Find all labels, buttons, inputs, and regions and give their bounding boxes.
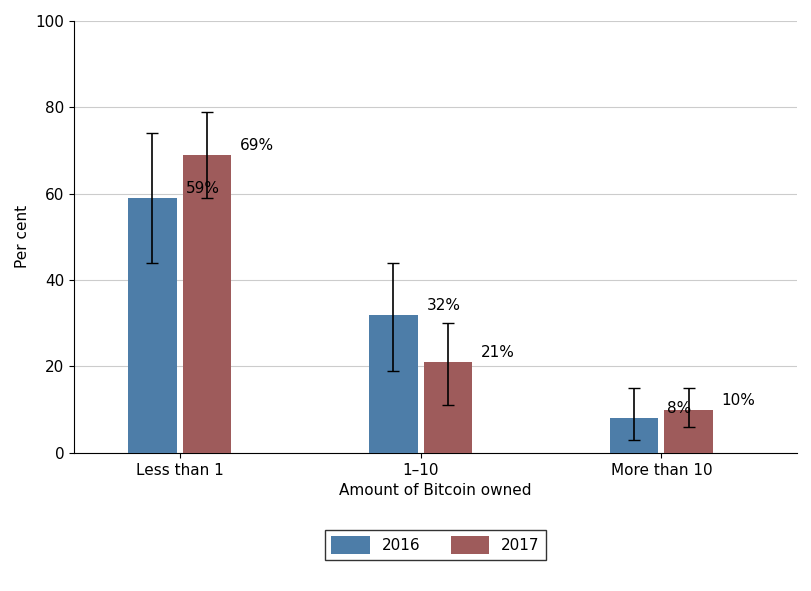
Bar	[663, 410, 712, 453]
Text: 8%: 8%	[667, 401, 691, 416]
Text: 69%: 69%	[239, 138, 273, 152]
Text: 32%: 32%	[426, 297, 460, 313]
Legend: 2016, 2017: 2016, 2017	[325, 530, 545, 560]
Bar	[423, 362, 471, 453]
Bar	[369, 314, 417, 453]
Bar	[182, 155, 230, 453]
Text: 59%: 59%	[186, 181, 219, 196]
Bar	[610, 418, 658, 453]
X-axis label: Amount of Bitcoin owned: Amount of Bitcoin owned	[339, 483, 531, 498]
Y-axis label: Per cent: Per cent	[15, 205, 30, 268]
Text: 10%: 10%	[721, 392, 755, 408]
Text: 21%: 21%	[480, 345, 514, 360]
Bar	[128, 198, 176, 453]
